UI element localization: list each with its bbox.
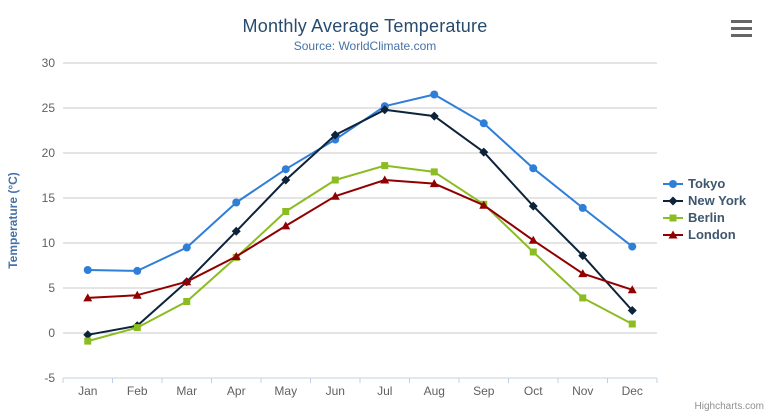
data-point-marker[interactable] [132,290,142,299]
legend-item-london[interactable]: London [663,226,746,243]
data-point-marker[interactable] [668,230,678,238]
data-point-marker[interactable] [281,221,291,230]
data-point-marker[interactable] [627,306,637,315]
data-point-marker[interactable] [528,235,538,244]
data-point-marker[interactable] [528,201,538,211]
diamond-legend-icon [663,196,683,205]
data-point-marker[interactable] [429,179,439,188]
legend-label: New York [688,193,747,208]
data-point-marker[interactable] [628,320,636,328]
data-point-marker[interactable] [578,203,587,212]
data-point-marker[interactable] [479,147,489,157]
data-point-marker[interactable] [529,248,537,256]
data-point-marker[interactable] [578,251,588,261]
x-axis-label: Aug [424,384,445,398]
data-point-marker[interactable] [628,242,637,251]
data-point-marker[interactable] [84,337,92,345]
legend-item-new-york[interactable]: New York [663,192,746,209]
y-axis-label: 30 [42,56,56,70]
data-point-marker[interactable] [579,294,587,302]
credits-link[interactable]: Highcharts.com [694,401,764,412]
y-axis-label: 25 [42,101,56,115]
legend-label: London [688,227,736,242]
data-point-marker[interactable] [430,168,438,176]
data-point-marker[interactable] [133,266,142,275]
data-point-marker[interactable] [282,208,290,215]
y-axis-label: 20 [42,146,56,160]
series-line [86,93,634,272]
x-axis-label: Jul [377,384,392,398]
data-point-marker[interactable] [281,165,290,174]
export-menu-button[interactable] [731,20,755,40]
x-axis-label: Sep [473,384,495,398]
series-new-york [83,105,637,340]
data-point-marker[interactable] [183,298,191,305]
data-point-marker[interactable] [331,176,339,184]
x-axis-label: May [274,384,297,398]
x-axis-label: Feb [127,384,148,398]
y-axis-label: 0 [48,326,55,340]
data-point-marker[interactable] [330,191,340,200]
x-axis-label: Jan [78,384,97,398]
data-point-marker[interactable] [669,214,677,221]
y-axis-label: 5 [48,281,55,295]
legend-item-tokyo[interactable]: Tokyo [663,175,746,192]
x-axis-label: Apr [227,384,246,398]
data-point-marker[interactable] [83,293,93,302]
data-point-marker[interactable] [479,200,489,209]
data-point-marker[interactable] [578,269,588,278]
data-point-marker[interactable] [330,130,340,140]
data-point-marker[interactable] [133,324,141,332]
data-point-marker[interactable] [380,175,390,184]
data-point-marker[interactable] [430,90,439,99]
data-point-marker[interactable] [380,105,390,115]
y-axis-label: 10 [42,236,56,250]
data-point-marker[interactable] [232,198,241,207]
series-line [86,108,634,336]
hamburger-icon [731,20,752,23]
data-point-marker[interactable] [381,162,389,170]
y-axis-label: 15 [42,191,56,205]
legend-item-berlin[interactable]: Berlin [663,209,746,226]
data-point-marker[interactable] [429,111,439,121]
triangle-legend-icon [663,230,683,238]
x-axis-label: Dec [622,384,643,398]
data-point-marker[interactable] [479,119,488,128]
y-axis-title: Temperature (°C) [6,172,20,269]
x-axis-label: Oct [524,384,543,398]
data-point-marker[interactable] [231,252,241,260]
series-line [86,179,634,299]
data-point-marker[interactable] [668,196,678,205]
data-point-marker[interactable] [231,226,241,236]
square-legend-icon [663,214,683,221]
y-axis-label: -5 [44,371,55,385]
legend-label: Tokyo [688,176,726,191]
data-point-marker[interactable] [281,175,291,185]
data-point-marker[interactable] [83,330,93,340]
data-point-marker[interactable] [182,243,191,252]
series-line [86,164,634,343]
chart-subtitle: Source: WorldClimate.com [293,39,437,53]
x-axis-label: Nov [572,384,593,398]
data-point-marker[interactable] [182,277,192,286]
data-point-marker[interactable] [669,179,677,188]
data-point-marker[interactable] [627,285,637,294]
legend-label: Berlin [688,210,725,225]
x-axis-label: Mar [176,384,197,398]
x-axis-label: Jun [326,384,345,398]
data-point-marker[interactable] [529,164,538,173]
series-london [83,175,637,302]
chart-title: Monthly Average Temperature [242,16,488,36]
circle-legend-icon [663,179,683,188]
data-point-marker[interactable] [83,266,92,274]
legend: Tokyo New York Berlin London [663,175,746,243]
series-tokyo [83,90,637,275]
